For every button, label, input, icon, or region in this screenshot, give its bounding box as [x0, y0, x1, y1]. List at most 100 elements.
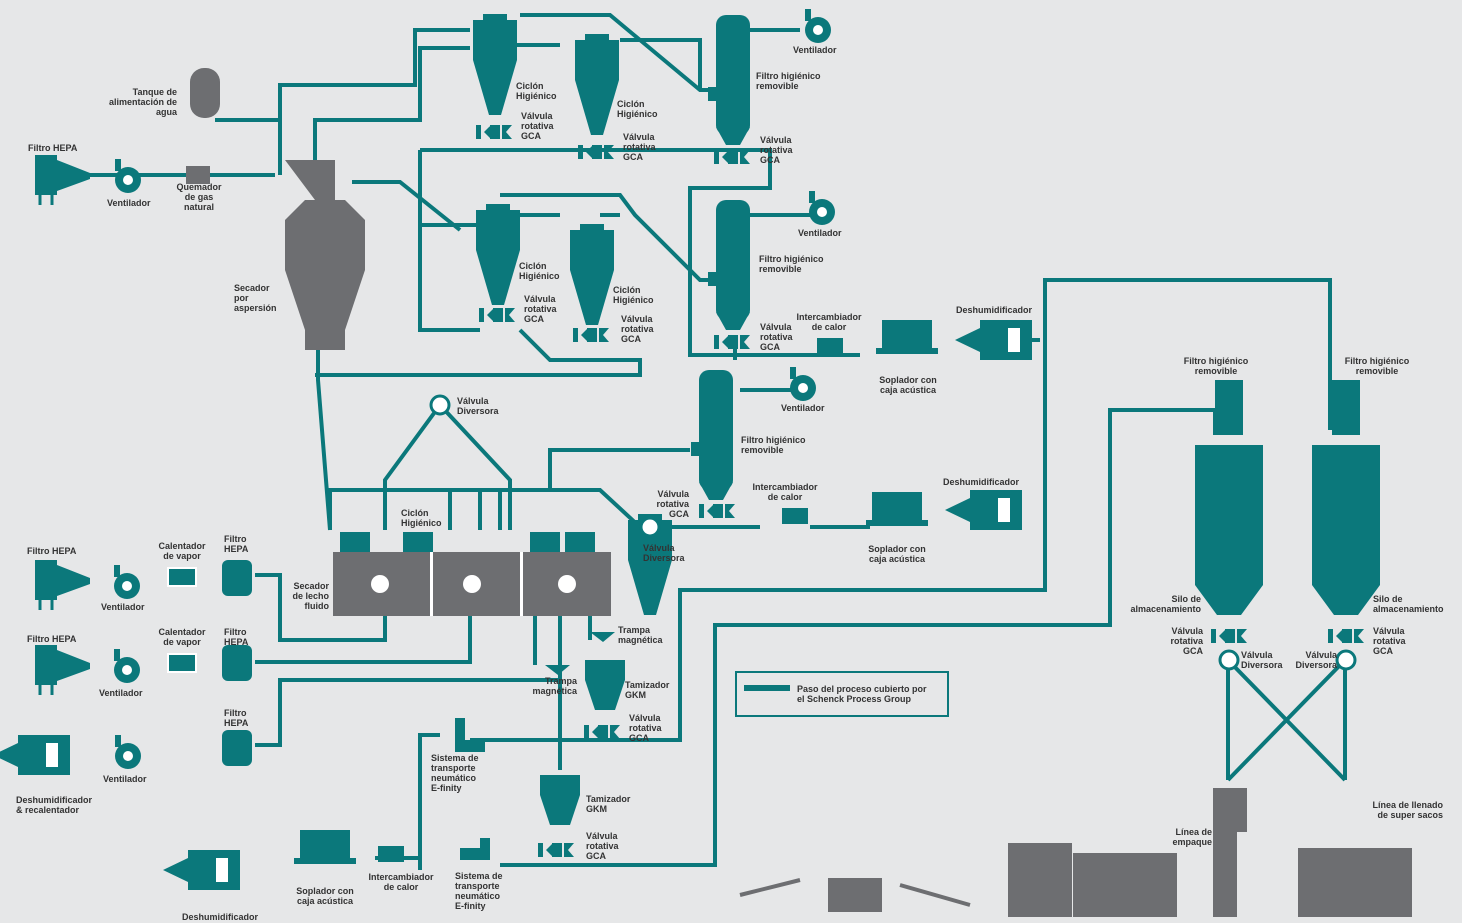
label: Ventilador — [793, 45, 837, 55]
label: Ciclón — [401, 508, 429, 518]
rotary-valve — [714, 150, 750, 164]
heat-exchanger — [817, 338, 843, 354]
pneumatic-conveyor — [460, 838, 490, 860]
pipe — [330, 490, 640, 530]
label: por — [234, 293, 249, 303]
fan-hub — [123, 751, 133, 761]
blower-base — [866, 520, 928, 526]
label: GCA — [669, 509, 690, 519]
label: Válvula — [1305, 650, 1338, 660]
fluid-bed-port — [371, 575, 389, 593]
hepa-cone — [57, 565, 90, 596]
label: Filtro higiénico — [756, 71, 821, 81]
label: Higiénico — [617, 109, 658, 119]
silo — [1312, 445, 1380, 615]
label: agua — [156, 107, 178, 117]
label: de lecho — [292, 591, 329, 601]
label: E-finity — [455, 901, 486, 911]
filter-column — [716, 200, 750, 320]
label: GCA — [524, 314, 545, 324]
label: caja acústica — [297, 896, 354, 906]
hepa-box — [35, 560, 57, 600]
label: rotativa — [621, 324, 655, 334]
cyclone-lid — [483, 14, 507, 20]
label: Filtro — [224, 534, 247, 544]
sieve — [585, 660, 625, 710]
label: GKM — [586, 804, 607, 814]
pipe — [255, 615, 560, 745]
label: Deshumidificador — [16, 795, 93, 805]
magnetic-trap — [590, 632, 615, 642]
label: Filtro — [224, 708, 247, 718]
label: Filtro — [224, 627, 247, 637]
label: empaque — [1172, 837, 1212, 847]
label: removible — [741, 445, 784, 455]
fan-hub — [817, 207, 827, 217]
label: Diversora — [643, 553, 686, 563]
magnetic-trap — [545, 665, 570, 675]
dehum-cone — [0, 743, 18, 767]
label: Silo de — [1171, 594, 1201, 604]
label: Ventilador — [107, 198, 151, 208]
hepa-cone — [57, 650, 90, 681]
label: rotativa — [586, 841, 620, 851]
label: Tanque de — [133, 87, 177, 97]
filter-cone — [716, 312, 750, 330]
label: de vapor — [163, 551, 201, 561]
fan-outlet — [790, 367, 796, 379]
filter-column — [716, 15, 750, 135]
label: Sistema de — [455, 871, 503, 881]
hepa-legs — [40, 600, 52, 610]
label: rotativa — [521, 121, 555, 131]
label: Quemador — [176, 182, 222, 192]
pipe — [352, 182, 460, 230]
label: GCA — [629, 733, 650, 743]
label: rotativa — [1373, 636, 1407, 646]
label: neumático — [431, 773, 477, 783]
label: Ciclón — [617, 99, 645, 109]
label: rotativa — [760, 332, 794, 342]
dehum-cone — [945, 498, 970, 522]
rotary-valve — [699, 504, 735, 518]
filter-cone — [699, 482, 733, 500]
bed-cyclone — [530, 532, 560, 552]
dehum-window — [1008, 328, 1020, 352]
rotary-valve — [1328, 629, 1364, 643]
label: Válvula — [524, 294, 557, 304]
label: Válvula — [760, 135, 793, 145]
label: Filtro HEPA — [28, 143, 78, 153]
fluid-bed-port — [463, 575, 481, 593]
silo-filter — [1215, 380, 1243, 435]
cyclone — [575, 40, 619, 135]
dehum-window — [46, 743, 58, 767]
dehumidifier — [980, 320, 1032, 360]
blower — [872, 492, 922, 520]
silo-filter — [1332, 380, 1360, 435]
label: Secador — [293, 581, 329, 591]
label: Higiénico — [401, 518, 442, 528]
label: de calor — [384, 882, 419, 892]
label: Ciclón — [613, 285, 641, 295]
diverter — [1220, 651, 1238, 669]
dehum-window — [998, 498, 1010, 522]
cyclone — [476, 210, 520, 305]
label: transporte — [431, 763, 476, 773]
label: de gas — [185, 192, 214, 202]
label: rotativa — [524, 304, 558, 314]
water-tank — [190, 68, 220, 118]
hepa-cone — [57, 160, 90, 191]
label: rotativa — [1170, 636, 1204, 646]
label: caja acústica — [869, 554, 926, 564]
dehum-cone — [163, 858, 188, 882]
label: transporte — [455, 881, 500, 891]
fan-hub — [122, 581, 132, 591]
label: Válvula — [1171, 626, 1204, 636]
diverter — [431, 396, 449, 414]
label: Soplador con — [868, 544, 926, 554]
process-diagram: Paso del proceso cubierto porel Schenck … — [0, 0, 1462, 923]
fan-outlet — [809, 191, 815, 203]
steam-heater — [168, 654, 196, 672]
hepa-legs — [40, 195, 52, 205]
legend-text: el Schenck Process Group — [797, 694, 912, 704]
label: fluido — [305, 601, 330, 611]
